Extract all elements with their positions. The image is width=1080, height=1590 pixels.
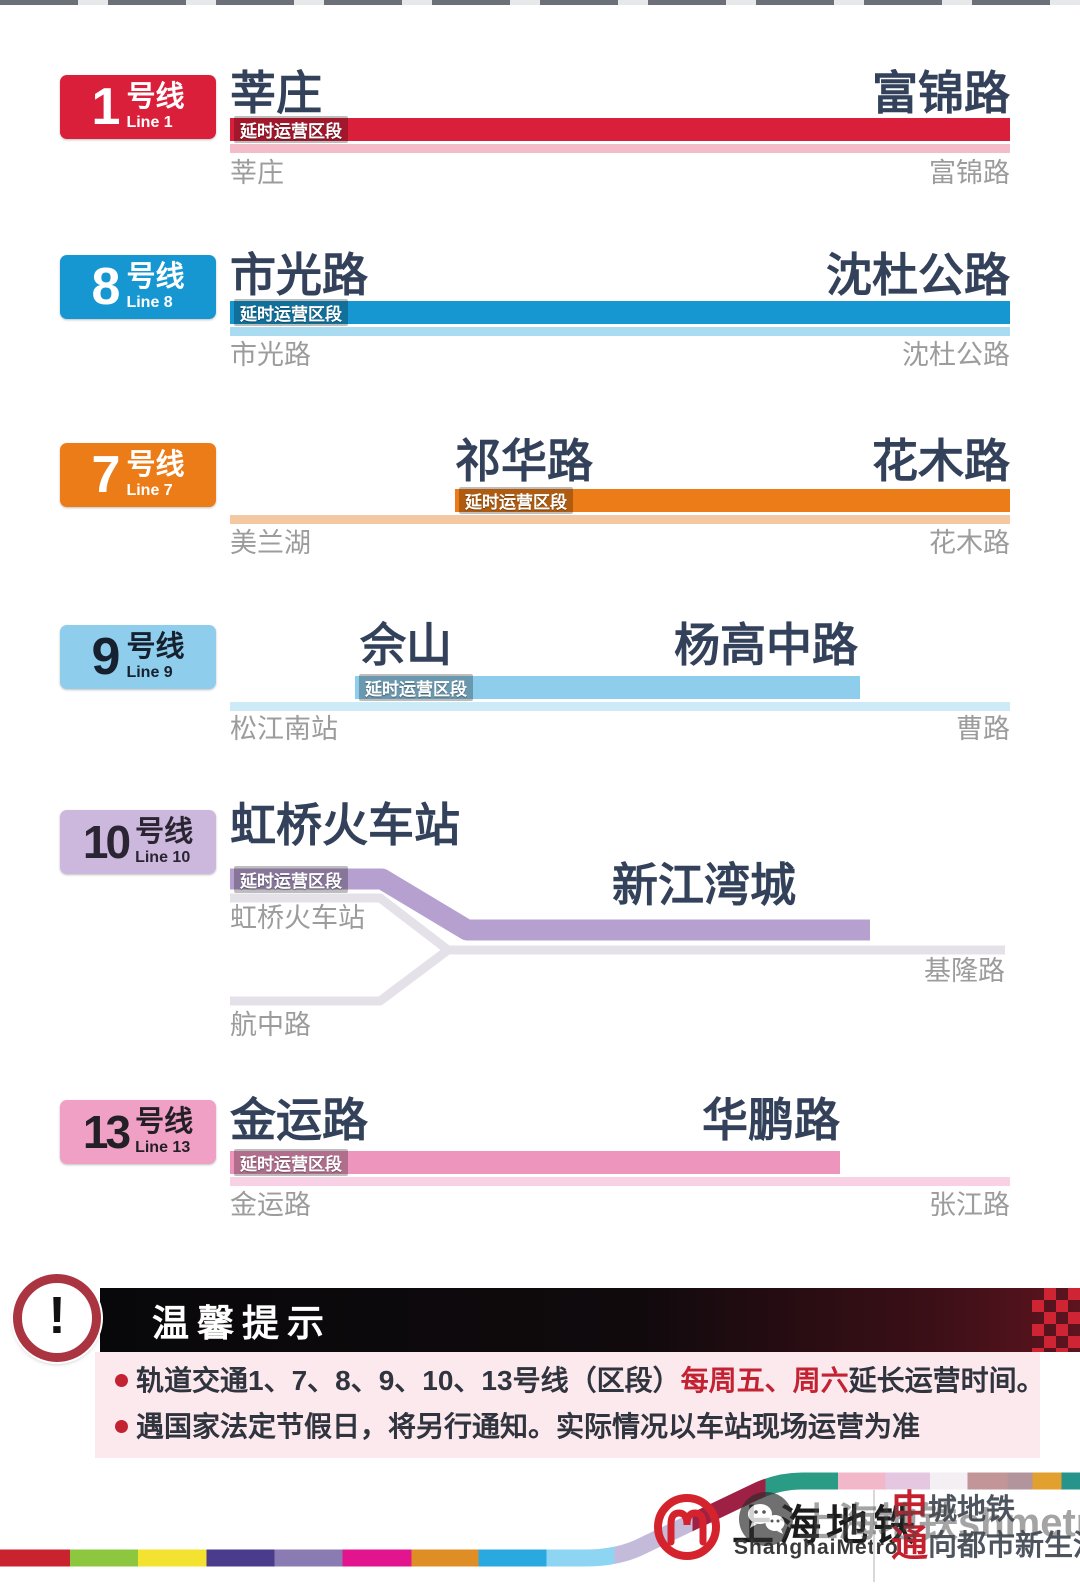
line-7-sub: Line 7: [126, 482, 173, 499]
line-1-number: 1: [91, 78, 121, 136]
bullet-dot-icon: [115, 1374, 128, 1387]
line-8-full-line-bar: [230, 327, 1010, 336]
notice-bullet-2: 遇国家法定节假日，将另行通知。实际情况以车站现场运营为准: [115, 1410, 920, 1444]
line-8-label-right: 沈杜公路: [902, 340, 1010, 370]
line-9-label-right: 曹路: [956, 714, 1010, 744]
checker-pattern: [1032, 1288, 1080, 1352]
line-13-badge: 13 号线 Line 13: [60, 1100, 216, 1164]
footer-slogan: 申 城地铁 通 向都市新生活: [891, 1488, 1080, 1565]
line-1-badge: 1 号线 Line 1: [60, 75, 216, 139]
line-7-suffix: 号线: [126, 449, 185, 481]
line-7-label-left: 美兰湖: [230, 528, 311, 558]
notice-header-bar: 温馨提示: [100, 1288, 1080, 1352]
line-8-badge: 8 号线 Line 8: [60, 255, 216, 319]
line-10-extended-label-holder: 延时运营区段: [230, 866, 400, 893]
wechat-watermark: 上海地铁shmetro: [738, 1490, 1080, 1548]
line-10-full-line-upper-branch: [230, 893, 1005, 955]
line-1-extended-label: 延时运营区段: [234, 116, 348, 143]
line-7-extended-label: 延时运营区段: [459, 487, 573, 514]
line-13-ext-end-station: 华鹏路: [702, 1094, 840, 1146]
bullet-2-text: 遇国家法定节假日，将另行通知。实际情况以车站现场运营为准: [136, 1411, 921, 1442]
line-8-suffix: 号线: [126, 261, 185, 293]
line-10-badge: 10 号线 Line 10: [60, 810, 216, 874]
line-1-terminal-left: 莘庄: [230, 67, 322, 119]
wechat-icon: [739, 1492, 793, 1546]
line-8-terminal-left: 市光路: [230, 249, 368, 301]
line-1-full-line-bar: [230, 144, 1010, 153]
line-9-extended-section-bar: 延时运营区段: [355, 674, 860, 701]
slogan-rest-2: 向都市新生活: [928, 1529, 1080, 1562]
line-9-extended-label: 延时运营区段: [359, 674, 473, 701]
ribbon-path: [0, 1472, 1080, 1567]
bullet-1-pre: 轨道交通1、7、8、9、10、13号线（区段）: [136, 1365, 681, 1396]
footer-ribbon: [0, 1472, 1080, 1567]
line-8-label-left: 市光路: [230, 340, 311, 370]
line-13-full-line-bar: [230, 1177, 1010, 1186]
line-13-ext-start-station: 金运路: [230, 1094, 368, 1146]
line-7-label-right: 花木路: [929, 528, 1010, 558]
slogan-accent-1: 申: [891, 1488, 928, 1529]
line-9-sub: Line 9: [126, 664, 173, 681]
line-7-full-line-bar: [230, 515, 1010, 524]
line-7-badge: 7 号线 Line 7: [60, 443, 216, 507]
line-7-extended-section-bar: 延时运营区段: [455, 487, 1010, 514]
line-9-badge: 9 号线 Line 9: [60, 625, 216, 689]
line-10-sub: Line 10: [135, 849, 191, 866]
line-13-label-right: 张江路: [929, 1190, 1010, 1220]
line-1-extended-section-bar: 延时运营区段: [230, 116, 1010, 143]
notice-bullet-1: 轨道交通1、7、8、9、10、13号线（区段）每周五、周六延长运营时间。: [115, 1364, 1045, 1398]
line-13-suffix: 号线: [135, 1106, 194, 1138]
line-10-suffix: 号线: [135, 816, 194, 848]
bullet-dot-icon: [115, 1420, 128, 1433]
top-crop-strip: [0, 0, 1080, 5]
notice-panel: 轨道交通1、7、8、9、10、13号线（区段）每周五、周六延长运营时间。 遇国家…: [95, 1352, 1045, 1458]
line-9-number: 9: [91, 628, 121, 686]
line-9-suffix: 号线: [126, 631, 185, 663]
footer-divider: [873, 1490, 875, 1582]
logo-m-glyph: [667, 1509, 707, 1546]
line-10-label-left: 虹桥火车站: [230, 903, 365, 933]
line-1-terminal-right: 富锦路: [872, 67, 1010, 119]
line-10-extended-section-bar: [230, 868, 870, 941]
line-10-label-branch: 航中路: [230, 1010, 311, 1040]
line-9-ext-end-station: 杨高中路: [674, 619, 858, 671]
line-1-label-right: 富锦路: [929, 158, 1010, 188]
line-13-sub: Line 13: [135, 1139, 191, 1156]
line-9-full-line-bar: [230, 702, 1010, 711]
line-8-terminal-right: 沈杜公路: [826, 249, 1010, 301]
line-8-number: 8: [91, 258, 121, 316]
notice-title: 温馨提示: [152, 1303, 332, 1344]
line-10-full-line-lower-branch: [230, 946, 451, 1006]
warning-icon: !: [13, 1274, 101, 1362]
line-10-extended-label: 延时运营区段: [234, 866, 348, 893]
line-8-extended-label: 延时运营区段: [234, 299, 348, 326]
slogan-accent-2: 通: [891, 1523, 928, 1565]
line-10-ext-end-station: 新江湾城: [612, 859, 796, 911]
line-8-extended-section-bar: 延时运营区段: [230, 299, 1010, 326]
line-9-label-left: 松江南站: [230, 714, 338, 744]
line-13-extended-section-bar: 延时运营区段: [230, 1149, 840, 1176]
line-1-suffix: 号线: [126, 81, 185, 113]
line-7-terminal-right: 花木路: [872, 435, 1010, 487]
line-7-number: 7: [91, 446, 121, 504]
slogan-rest-1: 城地铁: [928, 1494, 1016, 1527]
line-10-number: 10: [82, 816, 131, 868]
line-13-extended-label: 延时运营区段: [234, 1149, 348, 1176]
shanghai-metro-logo: [654, 1494, 720, 1560]
line-13-number: 13: [82, 1106, 131, 1158]
line-9-ext-start-station: 佘山: [360, 619, 452, 671]
line-13-label-left: 金运路: [230, 1190, 311, 1220]
line-10-label-right: 基隆路: [924, 956, 1005, 986]
watermark-text: 上海地铁shmetro: [798, 1501, 1080, 1545]
line-8-sub: Line 8: [126, 294, 173, 311]
line-1-label-left: 莘庄: [230, 158, 284, 188]
line-7-ext-start-station: 祁华路: [455, 435, 593, 487]
logo-ring: [654, 1494, 720, 1560]
bullet-1-highlight: 每周五、周六: [680, 1365, 849, 1396]
bullet-1-post: 延长运营时间。: [848, 1365, 1045, 1396]
line-1-sub: Line 1: [126, 114, 173, 131]
line-10-ext-start-station: 虹桥火车站: [230, 799, 460, 851]
line-10-fork-diagram: [230, 868, 1005, 1006]
